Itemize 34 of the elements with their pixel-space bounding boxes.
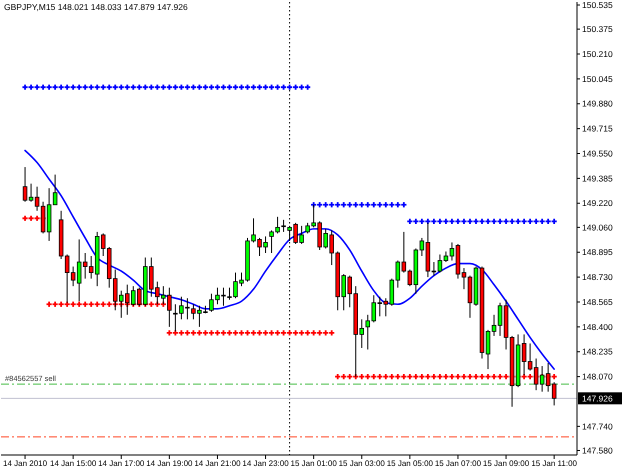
y-tick-label: 148.730 <box>582 272 613 282</box>
x-tick-label: 15 Jan 11:00 <box>531 459 578 468</box>
y-tick-label: 150.535 <box>582 0 613 10</box>
y-tick-label: 148.235 <box>582 346 613 357</box>
y-tick-label: 148.895 <box>582 247 613 258</box>
y-tick-label: 148.070 <box>582 372 613 382</box>
x-tick-label: 15 Jan 09:00 <box>482 459 530 468</box>
x-tick-label: 14 Jan 23:00 <box>242 459 290 468</box>
y-tick-label: 149.220 <box>582 198 613 208</box>
y-tick-label: 150.045 <box>582 74 613 84</box>
y-tick-label: 150.210 <box>582 48 613 59</box>
y-tick-label: 148.565 <box>582 296 613 307</box>
y-tick-label: 148.400 <box>582 322 613 332</box>
y-tick-label: 149.715 <box>582 124 613 134</box>
x-tick-label: 15 Jan 07:00 <box>434 459 482 468</box>
y-tick-label: 149.880 <box>582 98 613 109</box>
x-tick-label: 14 Jan 19:00 <box>146 459 194 468</box>
x-tick-label: 15 Jan 05:00 <box>386 459 434 468</box>
chart-title: GBPJPY,M15 148.021 148.033 147.879 147.926 <box>4 2 188 12</box>
x-tick-label: 15 Jan 01:00 <box>290 459 338 468</box>
candlestick <box>281 219 286 232</box>
x-tick-label: 15 Jan 03:00 <box>338 459 386 468</box>
ref-line-label: 147.926 <box>582 393 613 404</box>
y-tick-label: 149.550 <box>582 148 613 158</box>
line-series <box>24 150 555 370</box>
y-tick-label: 149.385 <box>582 173 613 184</box>
x-tick-label: 14 Jan 17:00 <box>98 459 145 468</box>
y-tick-label: 149.060 <box>582 222 613 232</box>
x-tick-label: 14 Jan 15:00 <box>50 459 97 468</box>
y-tick-label: 150.375 <box>582 24 613 34</box>
x-tick-label: 14 Jan 21:00 <box>194 459 242 468</box>
x-tick-label: 14 Jan 2010 <box>3 459 48 468</box>
y-tick-label: 147.740 <box>582 421 613 432</box>
y-tick-label: 147.580 <box>582 445 613 456</box>
